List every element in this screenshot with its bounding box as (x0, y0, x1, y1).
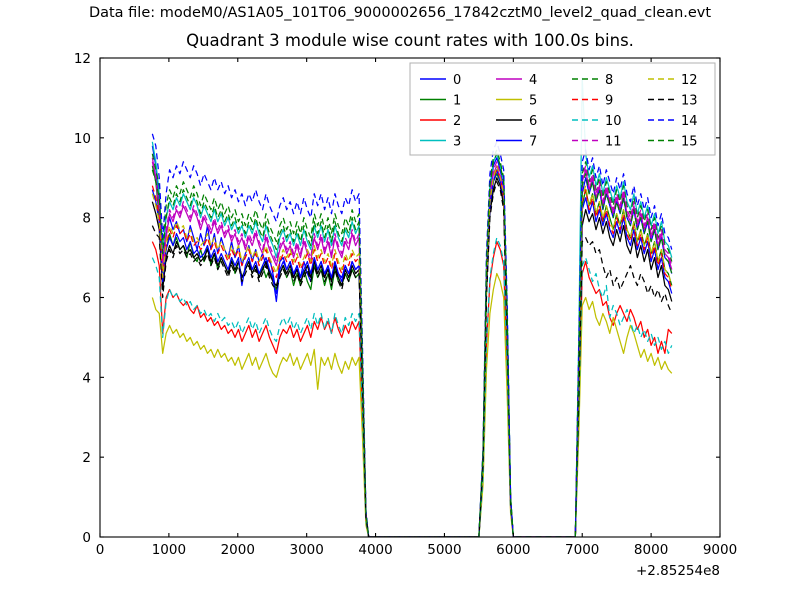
plot-title: Quadrant 3 module wise count rates with … (186, 31, 634, 50)
legend-label-1: 1 (453, 94, 461, 109)
x-axis-offset-text: +2.85254e8 (636, 563, 720, 579)
legend-label-7: 7 (529, 135, 537, 150)
y-tick-label: 6 (82, 291, 91, 307)
series-line-9 (151, 169, 673, 537)
legend-label-4: 4 (529, 73, 537, 88)
legend-label-12: 12 (681, 73, 698, 88)
legend-label-10: 10 (605, 114, 622, 129)
x-tick-label: 4000 (358, 542, 392, 558)
y-tick-label: 12 (74, 51, 91, 67)
series-line-15 (151, 153, 673, 537)
legend-label-5: 5 (529, 94, 537, 109)
y-tick-label: 8 (82, 211, 91, 227)
x-tick-label: 2000 (221, 542, 255, 558)
data-file-suptitle: Data file: modeM0/AS1A05_101T06_90000026… (88, 5, 712, 21)
legend-label-8: 8 (605, 73, 613, 88)
series-line-7 (151, 169, 673, 537)
x-axis-ticks: 0 1000 2000 3000 4000 5000 6000 7000 8000 9000 (96, 58, 737, 558)
legend-label-13: 13 (681, 94, 698, 109)
x-tick-label: 8000 (634, 542, 668, 558)
series-line-13 (151, 181, 673, 537)
series-line-6 (151, 177, 673, 537)
legend-label-2: 2 (453, 114, 461, 129)
series-line-11 (151, 161, 673, 537)
legend-label-0: 0 (453, 73, 461, 88)
x-tick-label: 1000 (152, 542, 186, 558)
x-tick-label: 7000 (565, 542, 599, 558)
y-tick-label: 0 (82, 530, 91, 546)
legend-label-9: 9 (605, 94, 613, 109)
series-line-2 (151, 240, 673, 537)
data-series-group (151, 77, 673, 537)
x-tick-label: 3000 (289, 542, 323, 558)
legend-label-15: 15 (681, 135, 698, 150)
x-tick-label: 9000 (703, 542, 737, 558)
x-tick-label: 0 (96, 542, 105, 558)
series-line-14 (151, 133, 673, 537)
series-line-4 (151, 157, 673, 537)
y-tick-label: 10 (74, 131, 91, 147)
legend-label-11: 11 (605, 135, 622, 150)
series-line-10 (151, 237, 673, 537)
legend-label-14: 14 (681, 114, 698, 129)
legend-label-6: 6 (529, 114, 537, 129)
x-tick-label: 5000 (427, 542, 461, 558)
x-tick-label: 6000 (496, 542, 530, 558)
series-line-3 (151, 77, 673, 537)
series-line-8 (151, 149, 673, 537)
y-tick-label: 4 (82, 370, 91, 386)
y-tick-label: 2 (82, 450, 91, 466)
legend-label-3: 3 (453, 135, 461, 150)
series-line-5 (151, 272, 673, 537)
series-line-12 (151, 165, 673, 537)
